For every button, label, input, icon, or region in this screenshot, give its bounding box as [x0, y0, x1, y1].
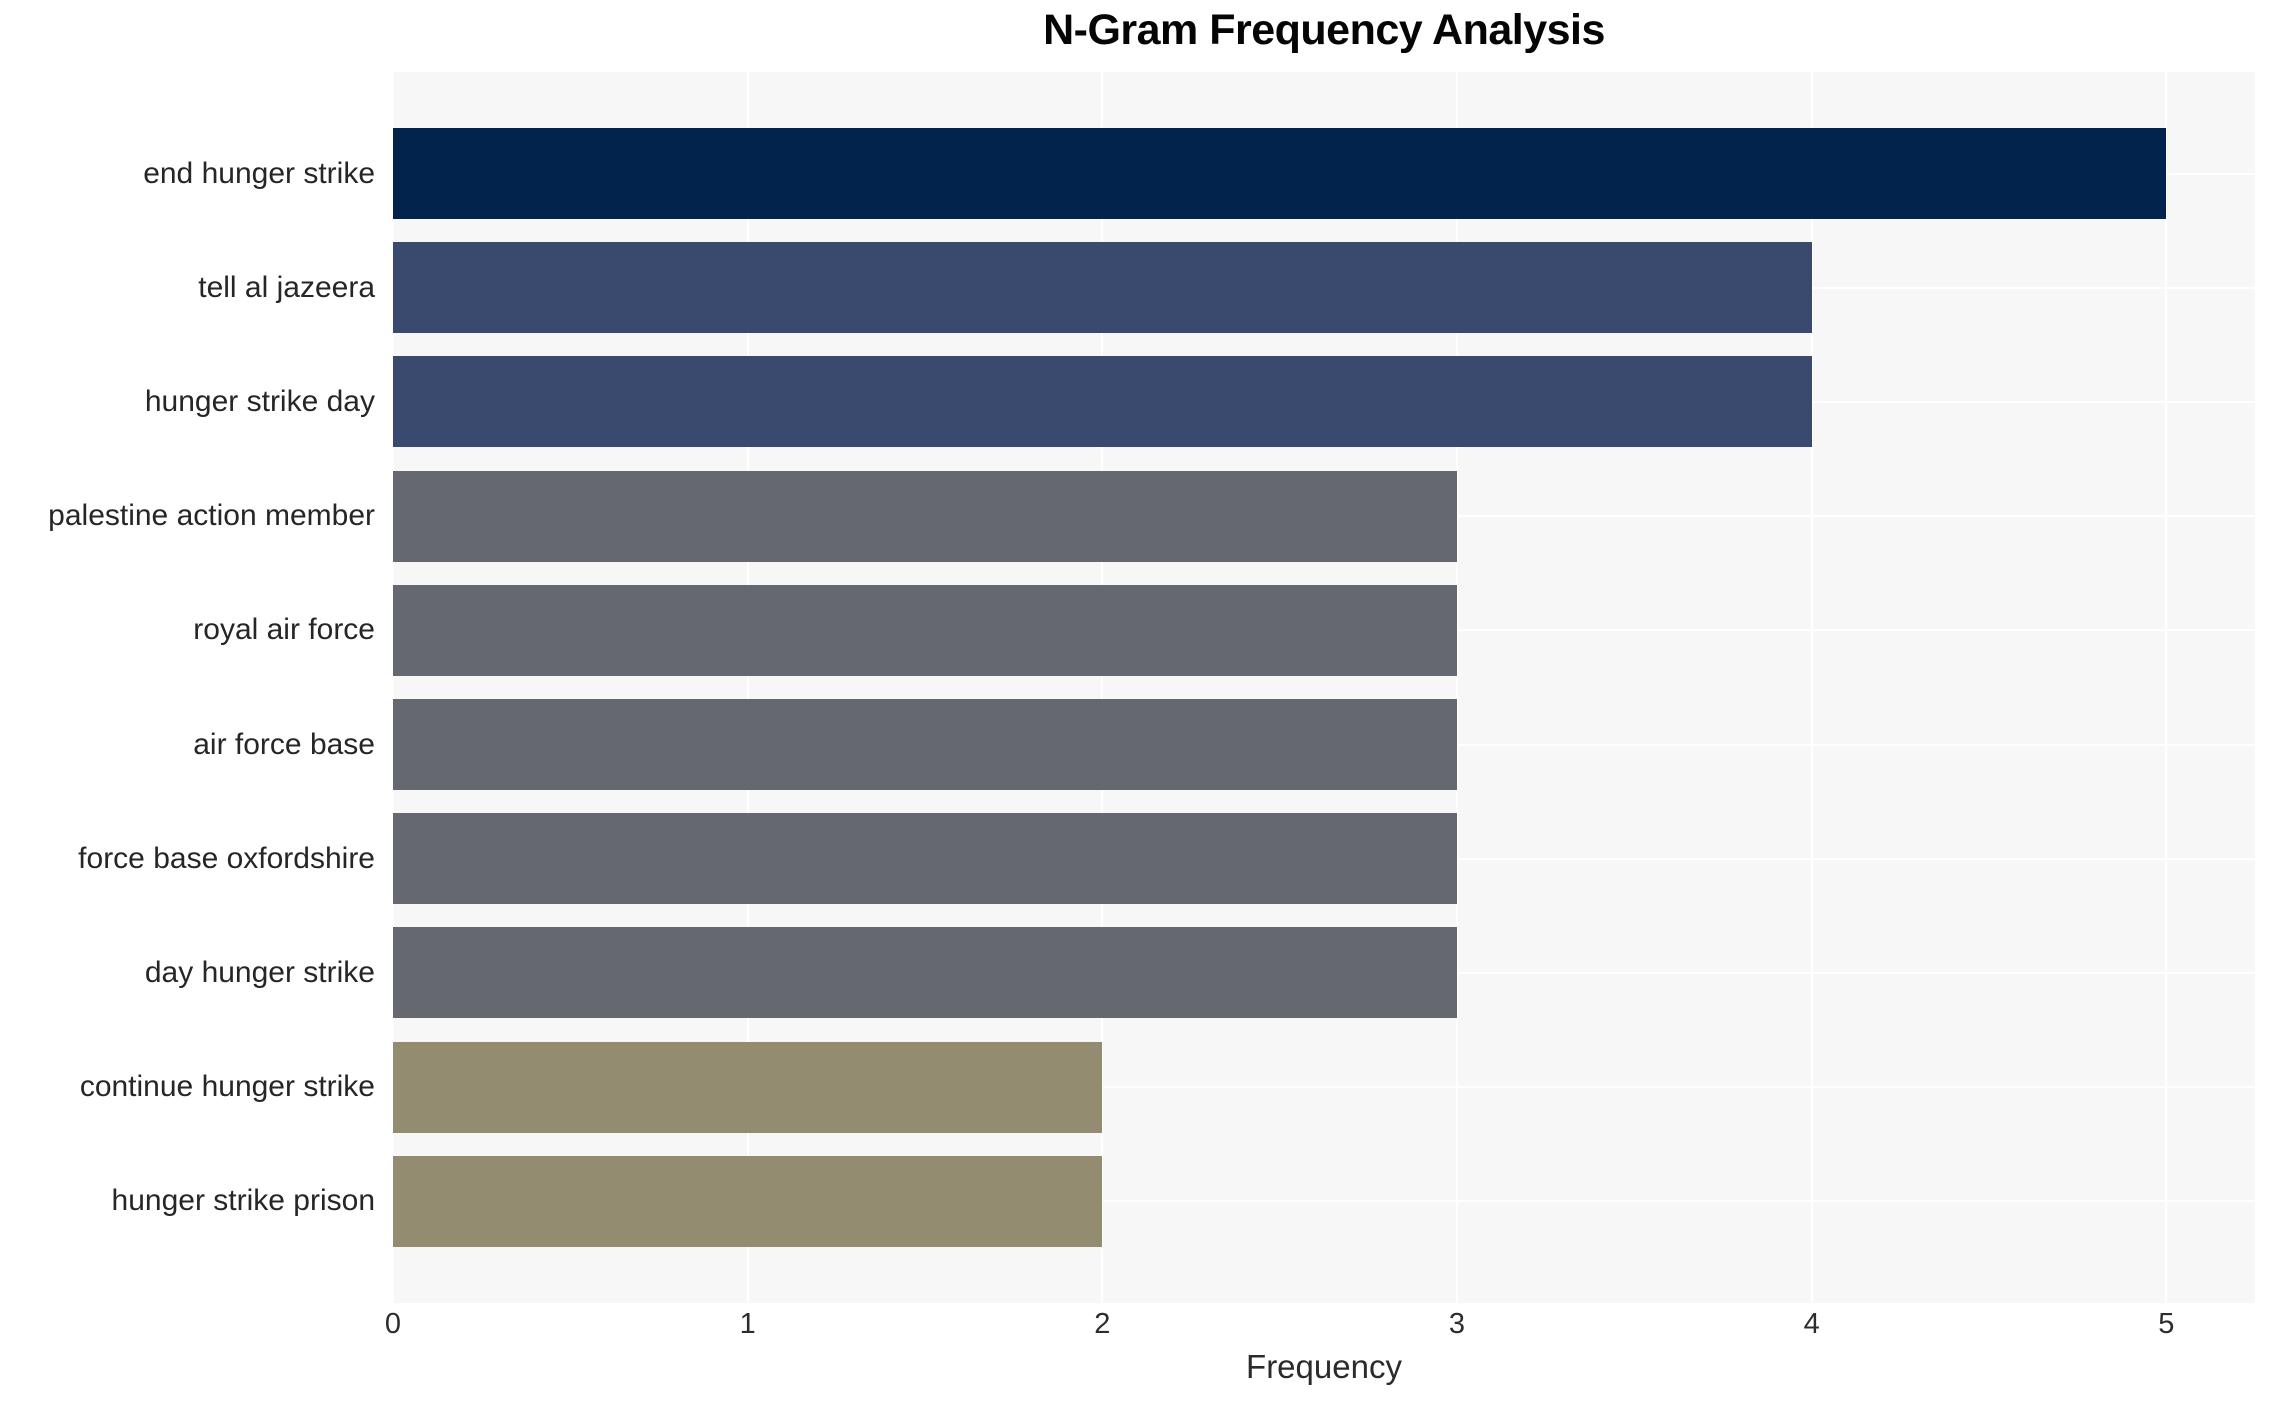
x-tick-label: 5	[2158, 1308, 2175, 1340]
y-axis-labels: end hunger strike tell al jazeera hunger s…	[0, 72, 385, 1303]
bar	[393, 699, 1457, 791]
bar-row	[393, 1144, 2255, 1258]
y-tick-label: end hunger strike	[143, 156, 375, 190]
y-tick-label: continue hunger strike	[79, 1070, 375, 1104]
bar	[393, 356, 1812, 448]
bar	[393, 813, 1457, 905]
x-gridline	[746, 72, 749, 1303]
y-tick-label: tell al jazeera	[198, 270, 375, 304]
bar-rows	[393, 72, 2255, 1303]
bar-row	[393, 459, 2255, 573]
bar-row	[393, 1030, 2255, 1144]
chart-title: N-Gram Frequency Analysis	[1043, 6, 1605, 54]
y-tick-label: day hunger strike	[144, 955, 375, 989]
bar	[393, 927, 1457, 1019]
bar-row	[393, 573, 2255, 687]
bar-row	[393, 117, 2255, 231]
x-gridline	[1456, 72, 1458, 1303]
y-gridline	[393, 1200, 2255, 1203]
plot-area	[392, 72, 2255, 1303]
bar	[393, 1155, 1103, 1247]
x-tick-label: 4	[1803, 1308, 1820, 1340]
y-gridline	[393, 1086, 2255, 1089]
x-axis-label: Frequency	[1246, 1348, 1402, 1385]
bar-row	[393, 916, 2255, 1030]
x-gridline	[1810, 72, 1813, 1303]
y-tick-label: force base oxfordshire	[78, 841, 375, 875]
y-tick-label: royal air force	[193, 613, 375, 647]
x-gridline	[2165, 72, 2168, 1303]
bar	[393, 242, 1812, 334]
y-tick-label: hunger strike day	[144, 384, 375, 418]
y-tick-label: palestine action member	[48, 499, 375, 533]
bar	[393, 128, 2167, 220]
x-gridline	[392, 72, 394, 1303]
x-axis: 0 1 2 3 4 5	[385, 1308, 2255, 1344]
bar	[393, 584, 1457, 676]
bar-row	[393, 345, 2255, 459]
x-tick-label: 3	[1448, 1308, 1466, 1340]
x-tick-label: 2	[1094, 1308, 1111, 1340]
y-tick-label: hunger strike prison	[111, 1184, 375, 1218]
bar-row	[393, 231, 2255, 345]
x-gridline	[1101, 72, 1104, 1303]
bar-row	[393, 802, 2255, 916]
y-tick-label: air force base	[193, 727, 375, 761]
bar	[393, 1041, 1103, 1133]
x-tick-label: 1	[739, 1308, 756, 1340]
bar	[393, 470, 1457, 562]
x-tick-label: 0	[384, 1308, 402, 1340]
bar-row	[393, 687, 2255, 801]
